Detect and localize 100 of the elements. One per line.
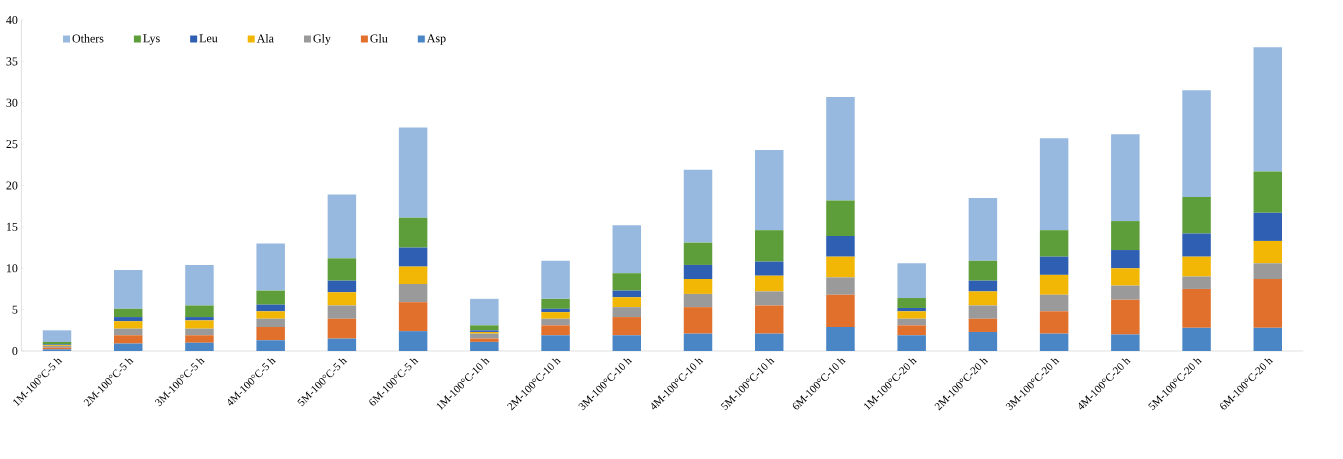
bar [541,318,570,326]
bar [113,317,143,322]
bar [541,260,570,299]
y-tick-label: 25 [6,140,18,149]
bar [541,312,570,319]
bar [185,335,214,343]
bar [683,293,713,308]
y-tick-label: 10 [6,264,18,273]
bar [113,308,143,318]
bar [327,338,357,351]
bar [470,341,499,351]
bar [897,307,926,312]
legend-label: Others [72,34,104,43]
bar [612,317,642,336]
bar [185,328,214,336]
bar [1039,333,1069,351]
bar [897,263,926,299]
bar [826,96,855,201]
y-tick-label: 5 [12,305,18,314]
bar [327,194,357,259]
bar [1182,276,1211,289]
bar [968,305,998,319]
bar [1039,294,1069,312]
y-tick-label: 20 [6,181,18,190]
bar [1182,288,1211,328]
bar [826,277,855,295]
bar [256,243,285,291]
bar [541,335,570,351]
bar [826,327,855,351]
bar [968,260,998,281]
bar [256,340,285,351]
bar [113,321,143,329]
bar [897,298,926,308]
bar [612,273,642,291]
bar [398,217,428,248]
bar [1039,274,1069,295]
bar [968,280,998,292]
bar [1253,171,1283,213]
bar [683,307,713,334]
bar [968,331,998,351]
bar [683,264,713,280]
bar [1182,197,1211,234]
bar [826,294,855,327]
bar [1182,90,1211,198]
bar [541,298,570,309]
bar [256,318,285,327]
bar [1111,334,1140,351]
bar [1039,256,1069,275]
bar [826,200,855,236]
bar [968,318,998,332]
bar [185,305,214,318]
bar [327,305,357,319]
bar [541,325,570,336]
y-tick-label: 40 [6,15,18,25]
bar [683,169,713,243]
bar [683,279,713,294]
bar [754,291,784,306]
bar [968,291,998,306]
bar [185,264,214,306]
bar [185,317,214,321]
bar [470,325,499,331]
bar [1111,299,1140,335]
bar [398,331,428,351]
bar [327,280,357,293]
bar [897,325,926,336]
bar [398,283,428,303]
bar [612,297,642,308]
bar [398,127,428,218]
bar [42,330,72,342]
bar [1111,268,1140,286]
bar [1111,134,1140,222]
bar [256,311,285,319]
bar [1182,327,1211,351]
bar [897,311,926,319]
bar [612,307,642,318]
y-tick-label: 30 [6,98,18,107]
bar [327,292,357,306]
bar [1111,285,1140,300]
bar [683,242,713,265]
bar [1253,212,1283,241]
y-tick-label: 0 [12,346,18,356]
bar [1253,279,1283,328]
bar [327,318,357,339]
bar [826,256,855,278]
legend-label: Asp [426,34,446,45]
bar [968,197,998,261]
bar [256,304,285,312]
legend-label: Glu [370,34,388,43]
bar [470,298,499,326]
bar [612,335,642,351]
legend-label: Leu [199,34,218,43]
bar [754,261,784,276]
bar [470,338,499,342]
bar [185,342,214,351]
bar [1039,138,1069,231]
bar [1039,230,1069,257]
bar [897,335,926,351]
bar [470,333,499,339]
bar [683,333,713,351]
bar [113,335,143,344]
